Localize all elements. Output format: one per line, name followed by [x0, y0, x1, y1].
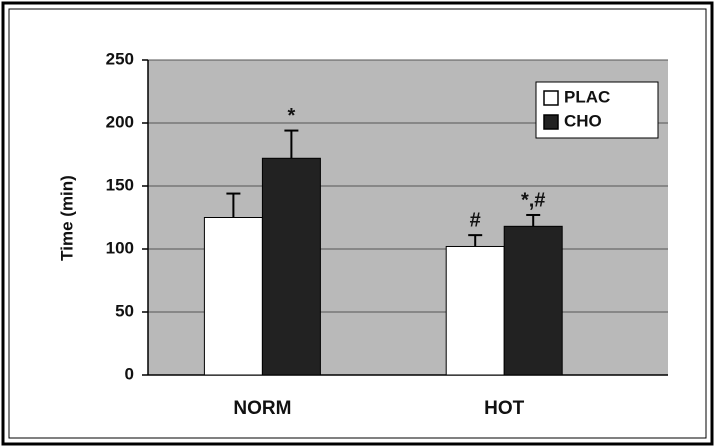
inner-frame [8, 8, 707, 439]
x-tick-label: HOT [484, 398, 525, 419]
y-tick-label: 250 [106, 49, 134, 68]
bar [203, 217, 263, 376]
annotation: *,# [521, 189, 545, 211]
legend-swatch [543, 90, 559, 106]
y-tick-label: 50 [115, 301, 134, 320]
bar [503, 225, 563, 376]
x-tick-label: NORM [233, 398, 291, 419]
y-tick-label: 200 [106, 112, 134, 131]
legend-label: PLAC [564, 87, 610, 106]
legend-label: CHO [564, 111, 602, 130]
bar [445, 245, 505, 376]
y-tick-label: 150 [106, 175, 134, 194]
annotation: # [470, 209, 481, 231]
y-tick-label: 0 [125, 364, 134, 383]
annotation: * [288, 105, 296, 127]
legend-swatch [543, 114, 559, 130]
y-axis-label: Time (min) [57, 175, 76, 261]
y-tick-label: 100 [106, 238, 134, 257]
bar [261, 157, 321, 376]
